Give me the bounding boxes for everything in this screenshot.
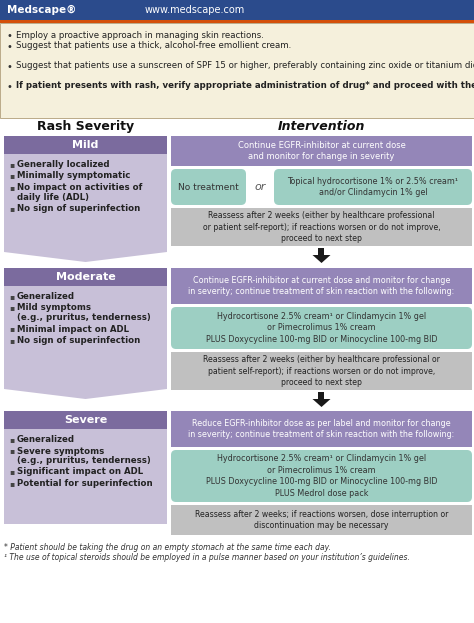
- Text: If patient presents with rash, verify appropriate administration of drug* and pr: If patient presents with rash, verify ap…: [16, 82, 474, 90]
- Polygon shape: [312, 255, 330, 263]
- Text: Hydrocortisone 2.5% cream¹ or Clindamycin 1% gel
or Pimecrolimus 1% cream
PLUS D: Hydrocortisone 2.5% cream¹ or Clindamyci…: [206, 312, 437, 344]
- Text: Potential for superinfection: Potential for superinfection: [17, 479, 153, 488]
- Text: Continue EGFR-inhibitor at current dose and monitor for change
in severity; cont: Continue EGFR-inhibitor at current dose …: [188, 276, 455, 296]
- Text: •: •: [7, 31, 13, 41]
- Text: ▪: ▪: [9, 292, 14, 301]
- Text: * Patient should be taking the drug on an empty stomach at the same time each da: * Patient should be taking the drug on a…: [4, 543, 331, 552]
- Text: Reassess after 2 weeks (either by healthcare professional
or patient self-report: Reassess after 2 weeks (either by health…: [203, 211, 440, 243]
- Text: Significant impact on ADL: Significant impact on ADL: [17, 467, 143, 477]
- Text: •: •: [7, 42, 13, 52]
- Text: No sign of superinfection: No sign of superinfection: [17, 204, 140, 213]
- Bar: [4, 268, 167, 286]
- Text: No treatment: No treatment: [178, 183, 239, 191]
- Bar: [171, 268, 472, 304]
- Text: Generalized: Generalized: [17, 435, 75, 444]
- Bar: [171, 411, 472, 447]
- Bar: [171, 505, 472, 535]
- Text: Rash Severity: Rash Severity: [37, 120, 134, 133]
- Text: Reassess after 2 weeks (either by healthcare professional or
patient self-report: Reassess after 2 weeks (either by health…: [203, 355, 440, 387]
- Text: •: •: [7, 62, 13, 72]
- Text: ▪: ▪: [9, 204, 14, 213]
- FancyBboxPatch shape: [171, 307, 472, 349]
- Text: Mild symptoms: Mild symptoms: [17, 303, 91, 313]
- Text: Severe symptoms: Severe symptoms: [17, 447, 104, 455]
- Text: ¹ The use of topical steroids should be employed in a pulse manner based on your: ¹ The use of topical steroids should be …: [4, 553, 410, 562]
- Text: Moderate: Moderate: [55, 272, 115, 282]
- Bar: [319, 392, 325, 399]
- Text: Reassess after 2 weeks; if reactions worsen, dose interruption or
discontinuatio: Reassess after 2 weeks; if reactions wor…: [195, 510, 448, 530]
- Bar: [4, 286, 167, 381]
- Text: (e.g., pruritus, tenderness): (e.g., pruritus, tenderness): [17, 313, 151, 322]
- Text: Mild: Mild: [73, 140, 99, 150]
- Text: ▪: ▪: [9, 479, 14, 488]
- Text: ▪: ▪: [9, 435, 14, 444]
- Text: •: •: [7, 82, 13, 92]
- Text: ▪: ▪: [9, 325, 14, 333]
- Text: Hydrocortisone 2.5% cream¹ or Clindamycin 1% gel
or Pimecrolimus 1% cream
PLUS D: Hydrocortisone 2.5% cream¹ or Clindamyci…: [206, 454, 437, 498]
- Text: Topical hydrocortisone 1% or 2.5% cream¹
and/or Clindamycin 1% gel: Topical hydrocortisone 1% or 2.5% cream¹…: [287, 177, 458, 197]
- Polygon shape: [4, 381, 167, 399]
- Bar: [4, 136, 167, 154]
- Text: No sign of superinfection: No sign of superinfection: [17, 336, 140, 345]
- Text: Severe: Severe: [64, 415, 107, 425]
- Bar: [171, 208, 472, 246]
- FancyBboxPatch shape: [274, 169, 472, 205]
- Text: ▪: ▪: [9, 447, 14, 455]
- Text: ▪: ▪: [9, 303, 14, 313]
- Text: Generalized: Generalized: [17, 292, 75, 301]
- Text: ▪: ▪: [9, 467, 14, 477]
- Bar: [319, 248, 325, 255]
- Bar: [4, 154, 167, 244]
- Text: No impact on activities of: No impact on activities of: [17, 183, 142, 192]
- Bar: [0, 20, 474, 23]
- Text: daily life (ADL): daily life (ADL): [17, 193, 89, 201]
- Bar: [4, 411, 167, 429]
- Text: ▪: ▪: [9, 160, 14, 169]
- Text: Suggest that patients use a thick, alcohol-free emollient cream.: Suggest that patients use a thick, alcoh…: [16, 42, 291, 50]
- Text: (e.g., pruritus, tenderness): (e.g., pruritus, tenderness): [17, 456, 151, 465]
- Text: Minimally symptomatic: Minimally symptomatic: [17, 171, 130, 181]
- FancyBboxPatch shape: [171, 169, 246, 205]
- Text: Suggest that patients use a sunscreen of SPF 15 or higher, preferably containing: Suggest that patients use a sunscreen of…: [16, 62, 474, 70]
- Text: Generally localized: Generally localized: [17, 160, 109, 169]
- Bar: [171, 352, 472, 390]
- Bar: [4, 429, 167, 524]
- Text: ▪: ▪: [9, 336, 14, 345]
- Bar: [0, 0, 474, 20]
- Text: Employ a proactive approach in managing skin reactions.: Employ a proactive approach in managing …: [16, 31, 264, 40]
- Bar: [0, 23, 474, 118]
- Text: Medscape®: Medscape®: [7, 5, 76, 15]
- Bar: [171, 136, 472, 166]
- Text: www.medscape.com: www.medscape.com: [145, 5, 245, 15]
- Text: Intervention: Intervention: [278, 120, 365, 133]
- Text: or: or: [255, 182, 266, 192]
- Text: ▪: ▪: [9, 171, 14, 181]
- Text: ▪: ▪: [9, 183, 14, 192]
- Text: Continue EGFR-inhibitor at current dose
and monitor for change in severity: Continue EGFR-inhibitor at current dose …: [237, 141, 405, 161]
- Polygon shape: [4, 244, 167, 262]
- Text: Reduce EGFR-inhibitor dose as per label and monitor for change
in severity; cont: Reduce EGFR-inhibitor dose as per label …: [188, 419, 455, 439]
- Polygon shape: [312, 399, 330, 407]
- FancyBboxPatch shape: [171, 450, 472, 502]
- Text: Minimal impact on ADL: Minimal impact on ADL: [17, 325, 129, 333]
